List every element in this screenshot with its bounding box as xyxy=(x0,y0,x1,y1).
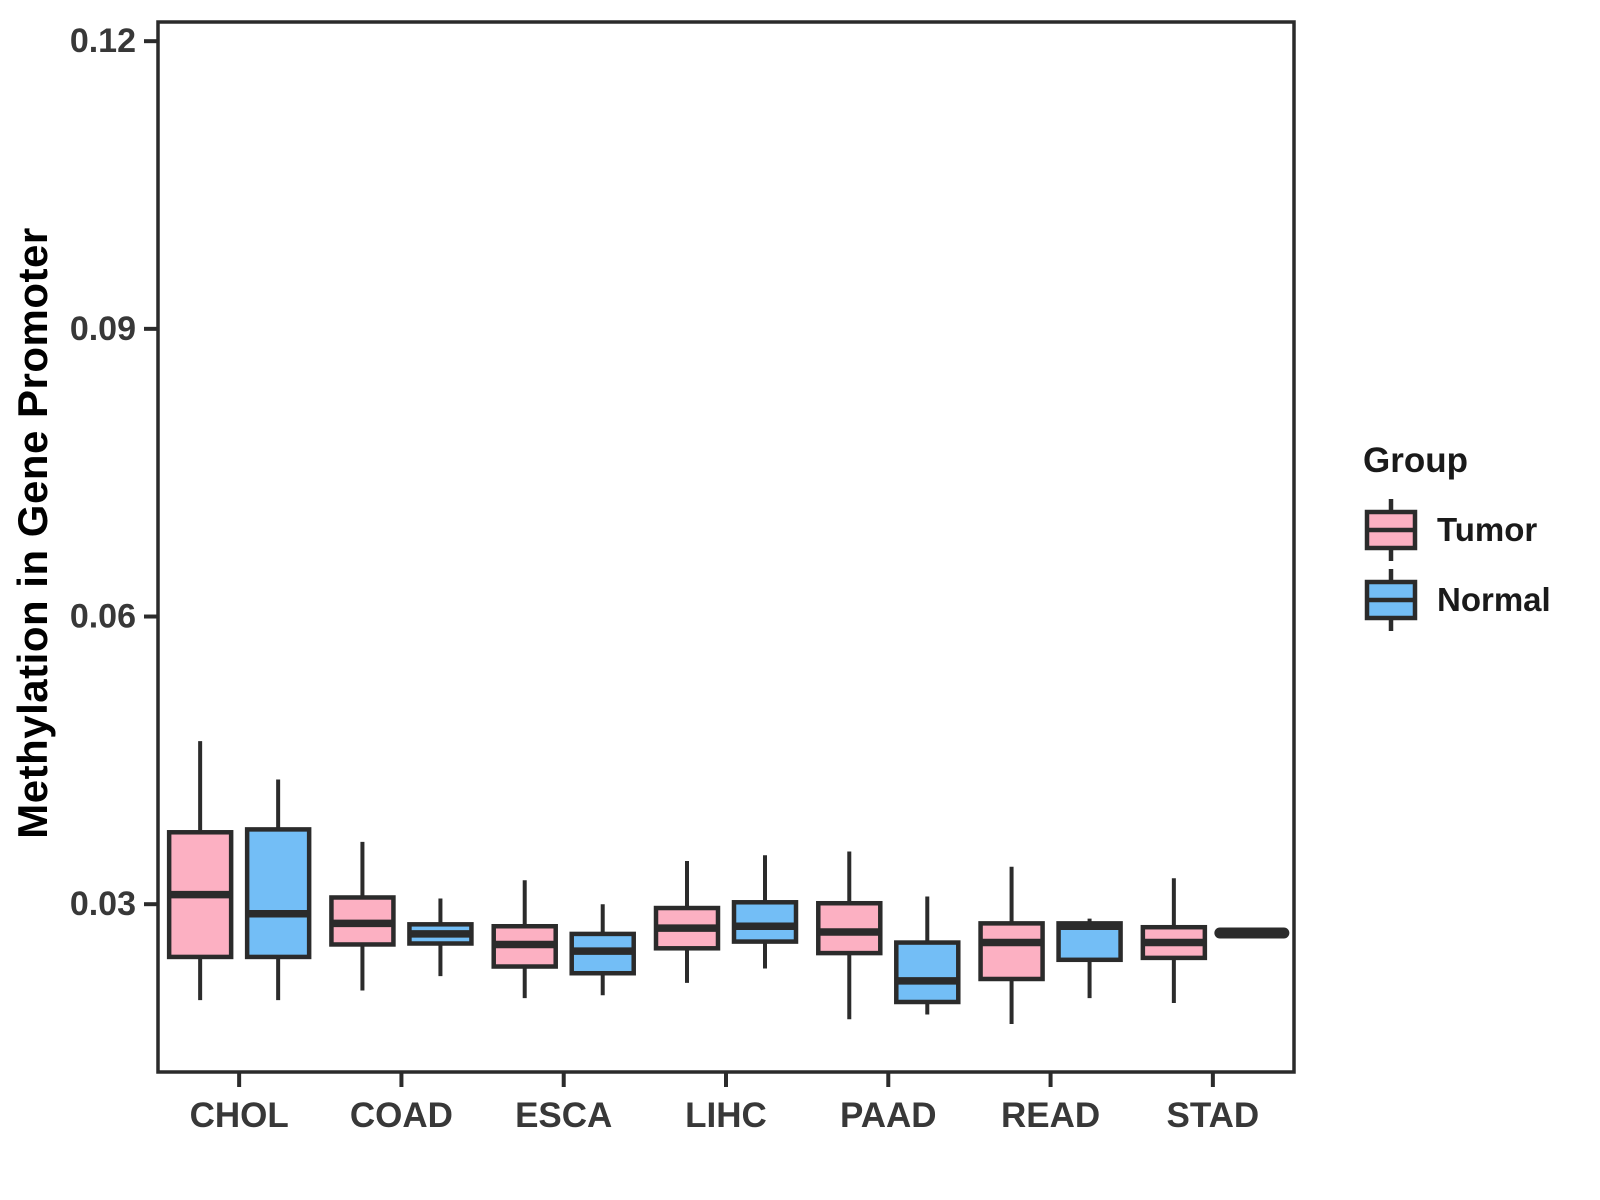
legend-title: Group xyxy=(1363,441,1468,480)
y-tick-label: 0.12 xyxy=(70,22,136,60)
box-CHOL-Normal xyxy=(244,827,312,960)
legend: Group Tumor Normal xyxy=(1363,441,1551,635)
y-axis-title-text: Methylation in Gene Promoter xyxy=(9,227,56,839)
box-READ-Tumor xyxy=(978,921,1045,982)
x-tick-label-COAD: COAD xyxy=(350,1096,453,1135)
box-PAAD-Normal xyxy=(894,940,961,1005)
x-tick-label-ESCA: ESCA xyxy=(515,1096,612,1135)
legend-item-tumor: Tumor xyxy=(1363,495,1551,565)
legend-item-normal: Normal xyxy=(1363,565,1551,635)
legend-key-tumor-boxplot-icon xyxy=(1364,499,1418,561)
legend-items: Tumor Normal xyxy=(1363,495,1551,635)
y-tick-label: 0.03 xyxy=(70,885,136,923)
x-tick-label-LIHC: LIHC xyxy=(685,1096,767,1135)
box-PAAD-Tumor xyxy=(816,900,883,956)
x-tick-label-CHOL: CHOL xyxy=(190,1096,289,1135)
legend-key-normal-boxplot-icon xyxy=(1364,569,1418,631)
legend-label: Tumor xyxy=(1437,511,1538,548)
x-tick-label-STAD: STAD xyxy=(1167,1096,1260,1135)
legend-label: Normal xyxy=(1437,581,1551,618)
box-LIHC-Normal xyxy=(731,900,799,944)
y-tick-label: 0.09 xyxy=(70,310,136,348)
panel-border xyxy=(156,20,1296,1074)
y-tick-label: 0.06 xyxy=(70,598,136,636)
x-tick-label-READ: READ xyxy=(1001,1096,1100,1135)
x-tick-label-PAAD: PAAD xyxy=(840,1096,937,1135)
